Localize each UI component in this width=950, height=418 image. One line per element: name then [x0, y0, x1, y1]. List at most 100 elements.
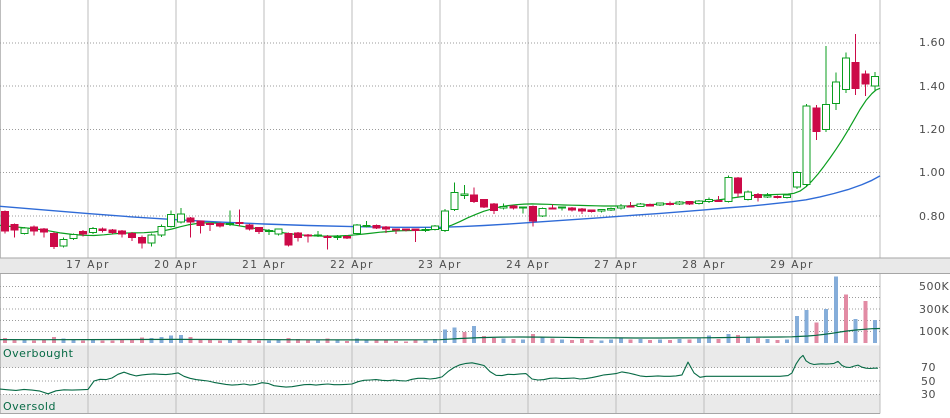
volume-bar — [814, 322, 819, 343]
candle-up — [264, 229, 273, 232]
volume-bar — [726, 334, 731, 343]
volume-bar — [22, 340, 27, 343]
x-axis-label: 21 Apr — [242, 259, 286, 271]
candle-down — [294, 232, 303, 239]
candle-down — [411, 228, 420, 232]
volume-bar — [90, 339, 95, 343]
volume-bar — [667, 339, 672, 343]
candle-down — [509, 205, 518, 209]
candle-down — [587, 209, 596, 212]
candle-down — [30, 226, 39, 232]
volume-bar — [423, 340, 428, 343]
candle-down — [528, 205, 537, 222]
candle-up — [313, 234, 322, 237]
candle-down — [343, 235, 352, 239]
candle-down — [137, 237, 146, 244]
candle-down — [401, 228, 410, 231]
candle-up — [744, 191, 752, 201]
volume-bar — [61, 338, 66, 343]
volume-bar — [628, 339, 633, 343]
candle-down — [480, 199, 488, 208]
candle-down — [734, 177, 743, 194]
volume-bar — [609, 339, 614, 343]
volume-bar — [530, 333, 535, 343]
candle-up — [724, 177, 733, 203]
volume-bar — [746, 337, 750, 343]
volume-bar — [658, 339, 662, 343]
price-axis-label: 1.00 — [919, 166, 946, 180]
volume-bar — [12, 339, 17, 343]
volume-bar — [110, 340, 115, 343]
candle-down — [118, 230, 127, 235]
candle-up — [538, 207, 547, 217]
candle-up — [704, 198, 713, 203]
volume-bar — [775, 339, 780, 343]
price-axis-label: 0.80 — [919, 209, 946, 223]
volume-bar — [247, 339, 252, 343]
volume-bar — [42, 339, 46, 343]
volume-layer — [2, 276, 878, 343]
volume-bar — [296, 339, 301, 343]
volume-bar — [462, 332, 467, 343]
candle-up — [88, 228, 97, 233]
candle-down — [108, 229, 117, 234]
volume-bar — [785, 339, 790, 343]
candle-down — [216, 222, 224, 227]
volume-bar — [345, 341, 350, 343]
volume-bar — [276, 339, 281, 343]
volume-bar — [560, 339, 565, 343]
volume-bar — [511, 339, 516, 343]
x-axis-label: 23 Apr — [418, 259, 462, 271]
volume-bar — [706, 335, 711, 343]
candle-up — [176, 213, 185, 223]
volume-bar — [394, 341, 398, 343]
volume-bar — [315, 340, 320, 343]
candle-down — [665, 203, 674, 206]
volume-bar — [765, 339, 770, 343]
volume-bar — [648, 340, 653, 343]
volume-bar — [403, 341, 408, 343]
candle-down — [49, 232, 58, 247]
price-axis-label: 1.40 — [919, 79, 946, 93]
volume-bar — [433, 339, 438, 343]
volume-bar — [32, 340, 37, 343]
x-axis-label: 22 Apr — [330, 259, 374, 271]
candle-down — [773, 195, 782, 198]
candle-up — [352, 224, 361, 234]
volume-bar — [100, 340, 105, 343]
candle-up — [440, 210, 449, 232]
candle-down — [392, 228, 400, 231]
grid-layer — [0, 0, 881, 414]
candle-up — [792, 171, 801, 188]
candle-up — [421, 228, 430, 231]
candle-up — [20, 227, 29, 234]
volume-bar — [266, 340, 271, 343]
volume-bar — [354, 338, 359, 343]
candle-up — [362, 224, 371, 227]
candle-down — [196, 220, 205, 226]
volume-bar — [824, 309, 829, 343]
candle-up — [783, 194, 792, 199]
price-axis-label: 1.60 — [919, 36, 946, 50]
candle-down — [577, 208, 586, 212]
candle-up — [695, 200, 704, 205]
candle-down — [186, 217, 195, 223]
volume-bar — [618, 338, 623, 343]
candle-up — [519, 206, 528, 209]
candle-down — [128, 232, 136, 239]
candle-up — [822, 104, 831, 130]
volume-bar — [335, 340, 340, 343]
candle-down — [235, 222, 244, 224]
candle-up — [616, 205, 625, 209]
volume-bar — [130, 339, 134, 343]
volume-bar — [521, 339, 526, 343]
candle-up — [147, 234, 156, 244]
candle-up — [597, 209, 606, 212]
volume-axis-label: 300K — [919, 302, 950, 316]
candles-layer — [0, 34, 880, 250]
candle-up — [431, 225, 440, 230]
volume-bar — [482, 336, 486, 343]
volume-bar — [139, 337, 144, 343]
candle-up — [675, 201, 684, 205]
